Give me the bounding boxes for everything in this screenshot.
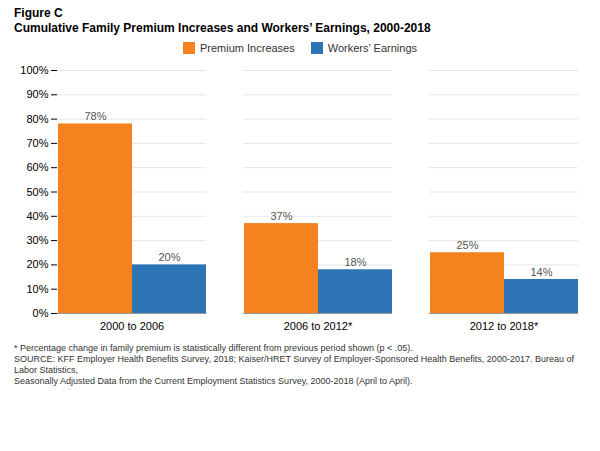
svg-text:40%: 40% [26,210,48,222]
svg-text:2012 to 2018*: 2012 to 2018* [470,320,539,332]
svg-text:0%: 0% [33,307,49,319]
svg-text:78%: 78% [84,110,106,122]
html-text:Seasonally Adjusted Data from: Seasonally Adjusted Data from the Curren… [14,376,413,386]
html-text:* Percentage change in family: * Percentage change in family premium is… [14,343,413,353]
svg-text:14%: 14% [530,266,552,278]
html-text:Premium Increases: Premium Increases [200,42,295,54]
svg-text:50%: 50% [26,186,48,198]
html-text:Figure C: Figure C [14,6,63,20]
svg-text:20%: 20% [26,258,48,270]
svg-text:2000 to 2006: 2000 to 2006 [100,320,164,332]
svg-text:18%: 18% [344,256,366,268]
svg-text:70%: 70% [26,137,48,149]
svg-text:30%: 30% [26,234,48,246]
svg-text:10%: 10% [26,283,48,295]
html-text:Cumulative Family Premium Incr: Cumulative Family Premium Increases and … [14,21,431,35]
svg-text:60%: 60% [26,161,48,173]
svg-text:80%: 80% [26,113,48,125]
svg-text:2006 to 2012*: 2006 to 2012* [284,320,353,332]
html-text:Workers’ Earnings: Workers’ Earnings [327,42,417,54]
svg-text:100%: 100% [20,64,48,76]
svg-text:20%: 20% [158,251,180,263]
svg-text:37%: 37% [270,210,292,222]
svg-text:90%: 90% [26,88,48,100]
html-text:SOURCE: KFF Employer Health Be: SOURCE: KFF Employer Health Benefits Sur… [14,354,574,375]
svg-text:25%: 25% [456,239,478,251]
